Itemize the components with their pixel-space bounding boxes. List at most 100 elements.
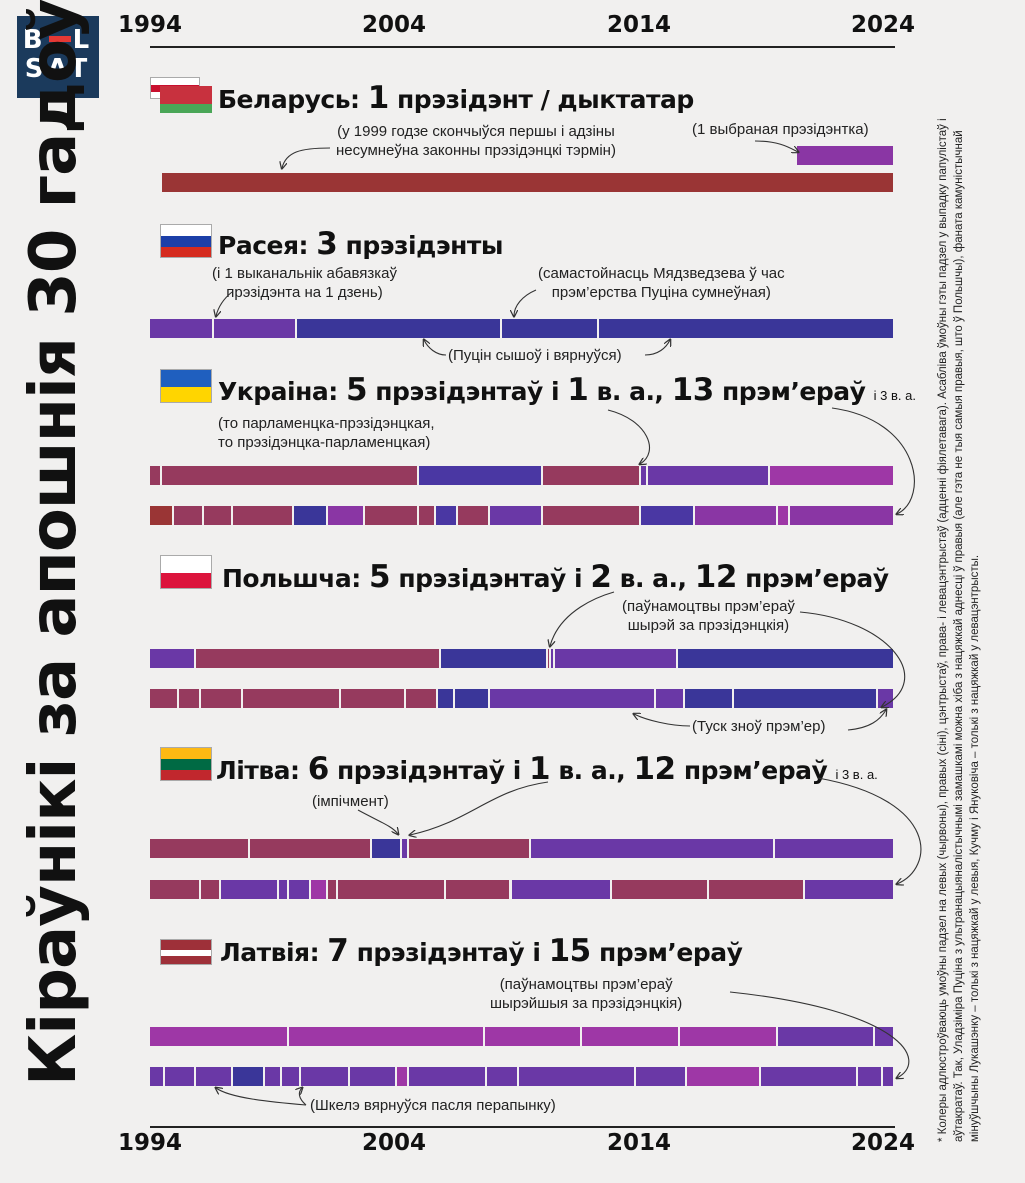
timeline-segment <box>875 1027 893 1046</box>
timeline-segment <box>301 1067 349 1086</box>
timeline-segment <box>487 1067 517 1086</box>
annotation-arrow <box>424 340 447 356</box>
timeline-segment <box>687 1067 759 1086</box>
timeline-segment <box>804 880 893 899</box>
timeline-segment <box>150 506 173 525</box>
annotation-arrow <box>754 140 798 152</box>
timeline-segment <box>709 880 803 899</box>
timeline-segment <box>543 506 639 525</box>
timeline-segment <box>882 1067 893 1086</box>
country-heading-belarus: Беларусь: 1 прэзідэнт / дыктатар <box>218 80 694 116</box>
timeline-segment <box>396 1067 407 1086</box>
timeline-segment <box>640 466 647 485</box>
timeline-segment <box>150 689 178 708</box>
timeline-segment <box>440 649 547 668</box>
axis-top-label: 1994 <box>118 12 183 38</box>
lithuania-flag-icon <box>160 747 212 781</box>
axis-bottom-label: 2024 <box>851 1130 916 1156</box>
timeline-track <box>150 173 895 192</box>
annotation: (у 1999 годзе скончыўся першы і адзіны не… <box>336 123 616 159</box>
annotation: (і 1 выканальнік абавязкаў прэзідэнта на … <box>212 265 397 301</box>
timeline-segment <box>501 319 598 338</box>
timeline-segment <box>150 466 161 485</box>
timeline-segment <box>289 1027 483 1046</box>
timeline-segment <box>201 880 219 899</box>
annotation-arrow <box>514 289 537 316</box>
axis-bottom-label: 2004 <box>362 1130 427 1156</box>
country-heading-ukraine: Украіна: 5 прэзідэнтаў і 1 в. а., 13 прэ… <box>218 372 916 408</box>
timeline-track <box>150 880 895 899</box>
timeline-segment <box>408 1067 486 1086</box>
timeline-segment <box>279 880 288 899</box>
timeline-segment <box>150 839 249 858</box>
country-heading-russia: Расея: 3 прэзідэнты <box>218 226 504 262</box>
timeline-segment <box>484 1027 581 1046</box>
country-heading-lithuania: Літва: 6 прэзідэнтаў і 1 в. а., 12 прэм’… <box>216 751 878 787</box>
timeline-segment <box>511 880 610 899</box>
timeline-segment <box>350 1067 395 1086</box>
timeline-segment <box>555 649 676 668</box>
timeline-segment <box>760 1067 857 1086</box>
annotation: (Пуцін сышоў і вярнуўся) <box>448 347 622 364</box>
timeline-segment <box>858 1067 881 1086</box>
timeline-segment <box>680 1027 776 1046</box>
timeline-segment <box>408 839 530 858</box>
timeline-segment <box>406 689 437 708</box>
timeline-track <box>150 1067 895 1086</box>
timeline-segment <box>401 839 407 858</box>
timeline-track <box>150 1027 895 1046</box>
latvia-flag-icon <box>160 939 212 965</box>
timeline-segment <box>531 839 774 858</box>
annotation-arrow <box>216 1088 307 1106</box>
timeline-segment <box>203 506 232 525</box>
annotation-arrow <box>216 291 233 316</box>
timeline-segment <box>548 649 550 668</box>
timeline-segment <box>438 689 454 708</box>
timeline-track <box>150 506 895 525</box>
timeline-segment <box>150 319 212 338</box>
timeline-segment <box>296 319 500 338</box>
timeline-segment <box>162 173 893 192</box>
timeline-segment <box>684 689 732 708</box>
timeline-segment <box>636 1067 686 1086</box>
timeline-segment <box>457 506 488 525</box>
timeline-segment <box>777 1027 874 1046</box>
timeline-track <box>150 839 895 858</box>
timeline-segment <box>289 880 310 899</box>
timeline-segment <box>640 506 693 525</box>
timeline-segment <box>489 506 542 525</box>
axis-top-label: 2014 <box>607 12 672 38</box>
axis-bottom-label: 1994 <box>118 1130 183 1156</box>
timeline-segment <box>311 880 327 899</box>
timeline-segment <box>655 689 683 708</box>
timeline-segment <box>694 506 776 525</box>
timeline-segment <box>445 880 510 899</box>
timeline-segment <box>775 839 893 858</box>
annotation: (то парламенцка-прэзідэнцкая, то прэзідэн… <box>218 415 435 451</box>
annotation-arrow <box>282 147 331 168</box>
timeline-segment <box>550 649 554 668</box>
timeline-track <box>150 319 895 338</box>
timeline-segment <box>201 689 241 708</box>
timeline-segment <box>364 506 417 525</box>
annotation-arrow <box>799 611 906 707</box>
annotation-arrow <box>607 409 651 464</box>
timeline-segment <box>489 689 654 708</box>
annotation-arrow <box>550 591 615 646</box>
timeline-segment <box>233 1067 263 1086</box>
annotation: (1 выбраная прэзідэнтка) <box>692 121 869 138</box>
timeline-segment <box>150 649 195 668</box>
timeline-segment <box>677 649 893 668</box>
timeline-segment <box>233 506 293 525</box>
timeline-segment <box>733 689 876 708</box>
belarus-official-flag-icon <box>160 86 212 113</box>
timeline-segment <box>340 689 405 708</box>
annotation-arrow <box>831 407 915 514</box>
russia-flag-icon <box>160 224 212 258</box>
axis-bottom-line <box>150 1126 895 1128</box>
timeline-segment <box>777 506 788 525</box>
annotation: (імпічмент) <box>312 793 389 810</box>
timeline-segment <box>174 506 202 525</box>
annotation-arrow <box>410 781 549 835</box>
